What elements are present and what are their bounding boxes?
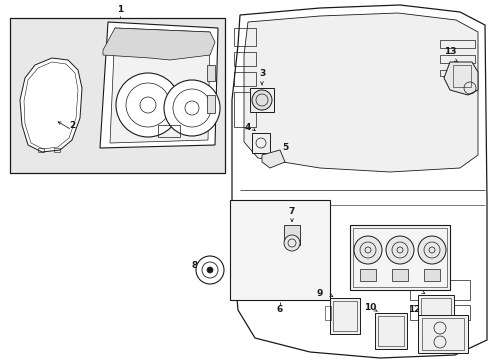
Bar	[439, 55, 474, 63]
Bar	[421, 318, 463, 350]
Bar	[377, 316, 403, 346]
Polygon shape	[262, 150, 285, 168]
Text: 2: 2	[69, 122, 75, 130]
Bar	[409, 280, 469, 300]
Bar	[10, 18, 224, 173]
Text: 9: 9	[316, 289, 323, 298]
Circle shape	[284, 235, 299, 251]
Text: 5: 5	[281, 144, 287, 153]
Bar	[439, 40, 474, 48]
Bar	[38, 148, 44, 152]
Bar	[206, 65, 215, 81]
Bar	[359, 269, 375, 281]
Text: 14: 14	[375, 248, 387, 256]
Circle shape	[163, 80, 220, 136]
Bar	[284, 225, 299, 245]
Bar	[234, 72, 256, 86]
Bar	[417, 315, 467, 353]
Text: 12: 12	[407, 306, 419, 315]
Bar	[439, 70, 474, 76]
Bar	[234, 92, 256, 127]
Text: 8: 8	[191, 261, 198, 270]
Text: 13: 13	[443, 48, 455, 57]
Circle shape	[196, 256, 224, 284]
Bar	[234, 28, 256, 46]
Text: 7: 7	[288, 207, 295, 216]
Text: 4: 4	[244, 123, 251, 132]
Polygon shape	[231, 5, 486, 358]
Bar	[234, 52, 256, 66]
Circle shape	[417, 236, 445, 264]
Polygon shape	[20, 58, 82, 152]
Text: 3: 3	[258, 69, 264, 78]
Text: 10: 10	[363, 303, 375, 312]
Bar	[229, 200, 329, 300]
Bar	[374, 313, 406, 349]
Bar	[352, 228, 446, 287]
Polygon shape	[100, 22, 218, 148]
Circle shape	[206, 267, 213, 273]
Polygon shape	[110, 28, 209, 143]
Bar	[452, 65, 470, 87]
Text: 1: 1	[117, 5, 123, 14]
Bar	[349, 225, 449, 290]
Text: 11: 11	[411, 282, 424, 291]
Circle shape	[385, 236, 413, 264]
Bar	[391, 269, 407, 281]
Bar	[417, 295, 453, 335]
Circle shape	[251, 90, 271, 110]
Bar	[251, 133, 269, 153]
Polygon shape	[103, 28, 215, 60]
Bar	[332, 301, 356, 331]
Polygon shape	[244, 13, 477, 172]
Bar	[423, 269, 439, 281]
Bar	[325, 306, 330, 320]
Circle shape	[353, 236, 381, 264]
Text: 6: 6	[276, 306, 283, 315]
Bar	[409, 305, 469, 320]
Bar	[249, 88, 273, 112]
Bar	[420, 298, 450, 332]
Polygon shape	[443, 62, 477, 95]
Bar	[329, 298, 359, 334]
Bar	[54, 148, 60, 152]
Bar	[206, 95, 215, 113]
Bar	[158, 125, 180, 137]
Circle shape	[116, 73, 180, 137]
